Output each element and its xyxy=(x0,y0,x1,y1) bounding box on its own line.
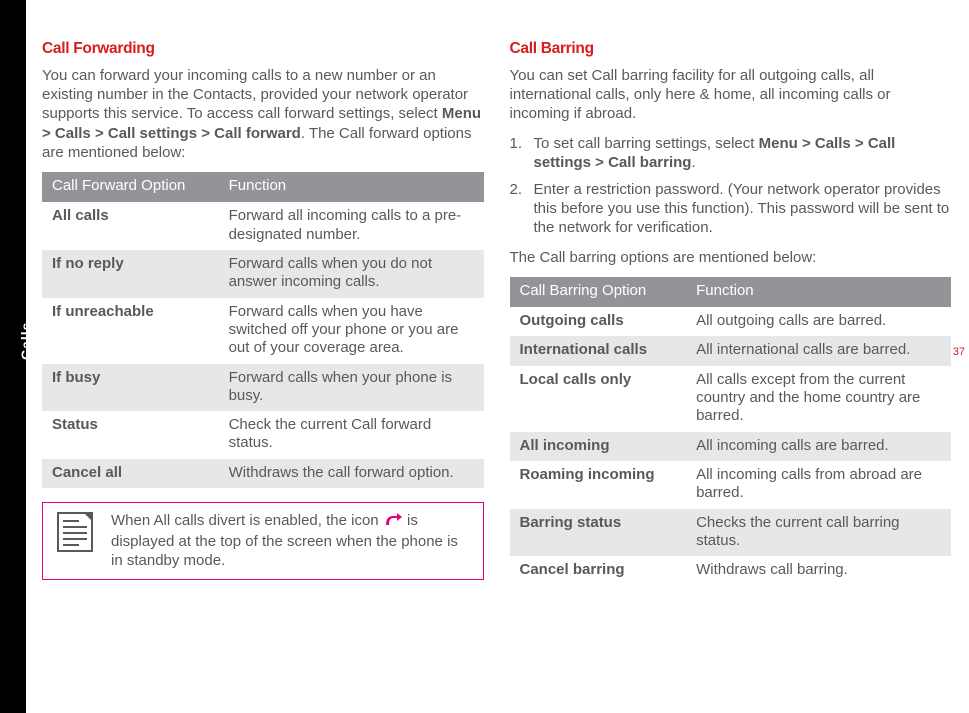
note-pre: When All calls divert is enabled, the ic… xyxy=(111,512,383,529)
cb-opt: International calls xyxy=(510,336,687,365)
table-row: All incomingAll incoming calls are barre… xyxy=(510,432,952,461)
cb-opt: Outgoing calls xyxy=(510,307,687,336)
call-barring-heading: Call Barring xyxy=(510,40,952,58)
cb-fn: All international calls are barred. xyxy=(686,336,951,365)
cf-opt: Status xyxy=(42,411,219,459)
cf-fn: Forward all incoming calls to a pre-desi… xyxy=(219,202,484,250)
table-row: International callsAll international cal… xyxy=(510,336,952,365)
cf-opt: If no reply xyxy=(42,250,219,298)
cb-th-function: Function xyxy=(686,277,951,308)
document-icon xyxy=(53,511,97,553)
cf-fn: Withdraws the call forward option. xyxy=(219,459,484,488)
cb-th-option: Call Barring Option xyxy=(510,277,687,308)
cb-fn: Checks the current call barring status. xyxy=(686,509,951,557)
cb-opt: Local calls only xyxy=(510,366,687,432)
page-number: 37 xyxy=(953,346,965,358)
cf-th-function: Function xyxy=(219,172,484,203)
cb-opt: All incoming xyxy=(510,432,687,461)
cf-opt: If unreachable xyxy=(42,298,219,364)
cf-th-option: Call Forward Option xyxy=(42,172,219,203)
step-2: Enter a restriction password. (Your netw… xyxy=(534,180,952,238)
step-1: To set call barring settings, select Men… xyxy=(534,134,952,172)
cf-fn: Forward calls when your phone is busy. xyxy=(219,364,484,412)
table-row: If no replyForward calls when you do not… xyxy=(42,250,484,298)
table-row: Roaming incomingAll incoming calls from … xyxy=(510,461,952,509)
table-row: If unreachableForward calls when you hav… xyxy=(42,298,484,364)
cb-opt: Barring status xyxy=(510,509,687,557)
table-row: If busyForward calls when your phone is … xyxy=(42,364,484,412)
call-barring-table: Call Barring Option Function Outgoing ca… xyxy=(510,277,952,586)
cf-fn: Forward calls when you have switched off… xyxy=(219,298,484,364)
page-content: Call Forwarding You can forward your inc… xyxy=(26,0,969,713)
table-row: Cancel barringWithdraws call barring. xyxy=(510,556,952,585)
cb-fn: All incoming calls are barred. xyxy=(686,432,951,461)
table-row: Outgoing callsAll outgoing calls are bar… xyxy=(510,307,952,336)
note-box: When All calls divert is enabled, the ic… xyxy=(42,502,484,580)
call-barring-after-steps: The Call barring options are mentioned b… xyxy=(510,248,952,267)
right-column: Call Barring You can set Call barring fa… xyxy=(510,40,952,683)
cf-opt: If busy xyxy=(42,364,219,412)
cf-fn: Check the current Call forward status. xyxy=(219,411,484,459)
cb-fn: All calls except from the current countr… xyxy=(686,366,951,432)
call-barring-steps: To set call barring settings, select Men… xyxy=(510,134,952,238)
table-row: Local calls onlyAll calls except from th… xyxy=(510,366,952,432)
cb-fn: Withdraws call barring. xyxy=(686,556,951,585)
cb-opt: Cancel barring xyxy=(510,556,687,585)
left-column: Call Forwarding You can forward your inc… xyxy=(42,40,484,683)
table-row: All callsForward all incoming calls to a… xyxy=(42,202,484,250)
call-forward-table: Call Forward Option Function All callsFo… xyxy=(42,172,484,488)
tab-label: Calls xyxy=(18,322,34,360)
call-forwarding-intro: You can forward your incoming calls to a… xyxy=(42,66,484,162)
cb-opt: Roaming incoming xyxy=(510,461,687,509)
call-barring-intro: You can set Call barring facility for al… xyxy=(510,66,952,124)
table-row: StatusCheck the current Call forward sta… xyxy=(42,411,484,459)
call-forwarding-heading: Call Forwarding xyxy=(42,40,484,58)
cb-fn: All incoming calls from abroad are barre… xyxy=(686,461,951,509)
table-row: Cancel allWithdraws the call forward opt… xyxy=(42,459,484,488)
table-row: Barring statusChecks the current call ba… xyxy=(510,509,952,557)
cb-fn: All outgoing calls are barred. xyxy=(686,307,951,336)
cf-opt: Cancel all xyxy=(42,459,219,488)
cf-opt: All calls xyxy=(42,202,219,250)
note-text: When All calls divert is enabled, the ic… xyxy=(111,511,473,571)
side-black-bar: Calls xyxy=(0,0,26,713)
step1-post: . xyxy=(691,154,695,171)
cf-fn: Forward calls when you do not answer inc… xyxy=(219,250,484,298)
step1-pre: To set call barring settings, select xyxy=(534,135,759,152)
intro-pre: You can forward your incoming calls to a… xyxy=(42,67,468,122)
divert-indicator-icon xyxy=(383,511,403,533)
